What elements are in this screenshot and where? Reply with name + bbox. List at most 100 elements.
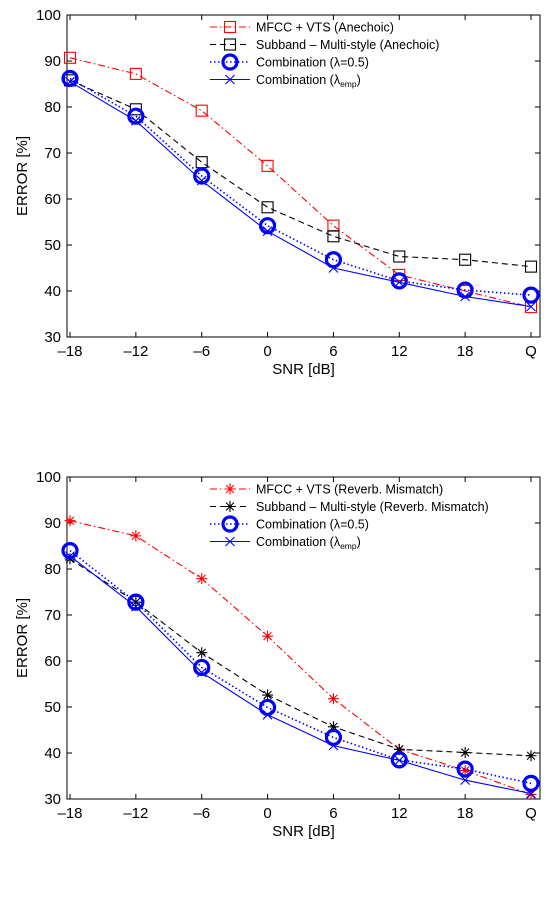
x-axis-label: SNR [dB] bbox=[272, 361, 335, 378]
y-tick-label: 40 bbox=[44, 745, 61, 762]
series-3 bbox=[61, 69, 540, 304]
data-point bbox=[262, 226, 273, 237]
x-tick-label: 0 bbox=[263, 805, 271, 822]
data-point bbox=[65, 551, 75, 562]
data-point bbox=[63, 51, 77, 64]
legend-marker bbox=[225, 74, 235, 85]
series-line bbox=[69, 81, 532, 308]
data-point bbox=[459, 253, 472, 266]
data-point bbox=[526, 301, 536, 312]
legend: MFCC + VTS (Reverb. Mismatch) Subband – M… bbox=[210, 483, 489, 551]
data-point bbox=[127, 593, 145, 611]
series-line bbox=[69, 77, 532, 296]
data-point bbox=[262, 689, 274, 701]
y-tick-label: 80 bbox=[44, 561, 61, 578]
data-point bbox=[456, 760, 474, 778]
y-tick-label: 50 bbox=[44, 237, 61, 254]
data-point bbox=[130, 596, 142, 608]
legend-marker bbox=[223, 38, 237, 51]
x-tick-label: –6 bbox=[193, 343, 210, 360]
data-point bbox=[393, 250, 406, 263]
data-point bbox=[526, 788, 536, 799]
x-tick-label: 0 bbox=[263, 343, 271, 360]
legend-label: Combination (λ=0.5) bbox=[256, 56, 369, 70]
data-point bbox=[390, 751, 408, 769]
data-point bbox=[522, 286, 540, 304]
y-axis-label: ERROR [%] bbox=[14, 136, 31, 216]
x-tick-label: Q bbox=[525, 343, 537, 360]
x-tick-label: –12 bbox=[123, 343, 148, 360]
x-tick-label: 12 bbox=[391, 343, 408, 360]
data-point bbox=[61, 69, 79, 88]
data-point bbox=[195, 104, 208, 117]
data-point bbox=[64, 515, 76, 527]
data-point bbox=[262, 709, 273, 720]
x-tick-label: 18 bbox=[457, 805, 474, 822]
data-point bbox=[129, 67, 142, 80]
data-point bbox=[261, 201, 274, 214]
legend-label: Subband – Multi-style (Reverb. Mismatch) bbox=[256, 500, 489, 514]
data-point bbox=[328, 740, 339, 751]
data-point bbox=[61, 541, 79, 560]
y-tick-label: 100 bbox=[36, 7, 61, 24]
data-point bbox=[460, 291, 471, 302]
y-tick-label: 70 bbox=[44, 145, 61, 162]
legend-label: Combination (λ=0.5) bbox=[256, 518, 369, 532]
data-point bbox=[327, 230, 340, 243]
x-tick-label: –12 bbox=[123, 805, 148, 822]
x-tick-label: 6 bbox=[329, 805, 337, 822]
x-tick-label: –18 bbox=[57, 343, 82, 360]
data-point bbox=[130, 115, 141, 126]
legend-marker bbox=[223, 20, 237, 34]
y-axis-label: ERROR [%] bbox=[14, 598, 31, 678]
data-point bbox=[327, 693, 339, 705]
x-tick-label: 12 bbox=[391, 805, 408, 822]
y-tick-label: 30 bbox=[44, 329, 61, 346]
y-tick-label: 100 bbox=[36, 469, 61, 486]
data-point bbox=[193, 658, 211, 677]
y-tick-label: 70 bbox=[44, 607, 61, 624]
y-tick-label: 60 bbox=[44, 653, 61, 670]
legend-marker bbox=[221, 53, 239, 71]
legend-marker bbox=[225, 536, 235, 547]
data-point bbox=[196, 175, 207, 186]
y-tick-label: 30 bbox=[44, 791, 61, 808]
data-point bbox=[196, 667, 207, 678]
data-point bbox=[525, 788, 537, 800]
y-tick-label: 90 bbox=[44, 515, 61, 532]
x-axis-label: SNR [dB] bbox=[272, 823, 335, 840]
plot-area bbox=[66, 476, 541, 800]
data-point bbox=[261, 159, 274, 172]
data-point bbox=[460, 775, 471, 786]
data-point bbox=[130, 530, 142, 542]
data-point bbox=[324, 251, 343, 269]
y-tick-label: 40 bbox=[44, 283, 61, 300]
data-point bbox=[394, 277, 405, 288]
data-point bbox=[262, 630, 274, 642]
data-point bbox=[65, 76, 75, 87]
legend-label: Combination (λemp) bbox=[256, 535, 361, 551]
data-point bbox=[327, 721, 339, 733]
data-point bbox=[129, 103, 142, 116]
chart-1: 30 40 50 60 70 80 90 100 –18 –12 –6 0 6 12 18 Q SNR [dB]… bbox=[14, 7, 541, 378]
y-tick-label: 60 bbox=[44, 191, 61, 208]
x-tick-label: –6 bbox=[193, 805, 210, 822]
legend-label: Combination (λemp) bbox=[256, 73, 361, 89]
data-point bbox=[328, 263, 339, 273]
y-tick-label: 80 bbox=[44, 99, 61, 116]
y-tick-label: 50 bbox=[44, 699, 61, 716]
data-point bbox=[193, 167, 211, 185]
x-tick-label: Q bbox=[525, 805, 537, 822]
data-point bbox=[525, 750, 537, 762]
x-tick-label: 6 bbox=[329, 343, 337, 360]
legend: MFCC + VTS (Anechoic) Subband – Multi-sty… bbox=[210, 20, 439, 89]
legend-label: MFCC + VTS (Anechoic) bbox=[256, 21, 394, 35]
series-line bbox=[69, 520, 532, 795]
x-tick-label: –18 bbox=[57, 805, 82, 822]
series-1 bbox=[64, 515, 537, 800]
data-point bbox=[524, 260, 538, 273]
series-line bbox=[69, 558, 532, 757]
series-3 bbox=[61, 541, 540, 792]
x-tick-label: 18 bbox=[457, 343, 474, 360]
